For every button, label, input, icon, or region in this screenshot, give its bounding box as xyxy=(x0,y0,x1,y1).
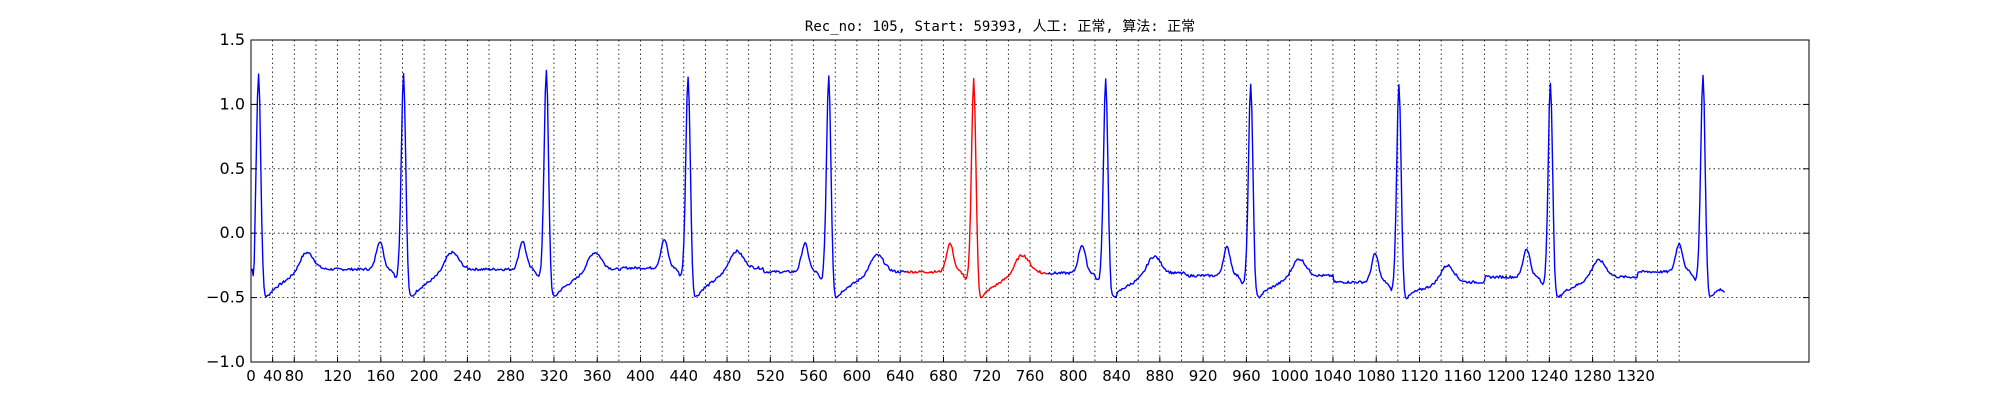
x-tick-label: 800 xyxy=(1059,367,1088,385)
x-tick-label: 600 xyxy=(843,367,872,385)
x-tick-label: 320 xyxy=(540,367,569,385)
x-tick-label: 1320 xyxy=(1617,367,1655,385)
x-tick-label: 960 xyxy=(1232,367,1261,385)
x-tick-label: 680 xyxy=(929,367,958,385)
y-axis-ticks: 1.5 1.0 0.5 0.0 −0.5 −1.0 xyxy=(206,30,1809,371)
y-tick-label: 1.5 xyxy=(220,30,245,49)
x-tick-label: 160 xyxy=(367,367,396,385)
x-tick-label: 1240 xyxy=(1530,367,1568,385)
x-tick-label: 520 xyxy=(756,367,785,385)
y-tick-label: −0.5 xyxy=(206,288,245,307)
y-tick-label: 0.5 xyxy=(220,159,245,178)
x-tick-label: 720 xyxy=(972,367,1001,385)
x-tick-label: 1120 xyxy=(1400,367,1438,385)
grid-lines xyxy=(250,39,1809,363)
ecg-series-normal xyxy=(1047,74,1726,300)
x-tick-label: 1280 xyxy=(1574,367,1612,385)
ecg-traces xyxy=(251,69,1726,300)
x-tick-label: 920 xyxy=(1189,367,1218,385)
y-tick-label: 1.0 xyxy=(220,94,245,113)
x-tick-label: 480 xyxy=(713,367,742,385)
x-axis-ticks: 0 40 80 120 160 200 240 280 320 360 400 440 480 520 56… xyxy=(246,357,1655,385)
plot-area-frame xyxy=(250,39,1810,363)
x-tick-label: 40 xyxy=(263,367,282,385)
x-tick-label: 880 xyxy=(1146,367,1175,385)
x-tick-label: 640 xyxy=(886,367,915,385)
x-tick-label: 1080 xyxy=(1357,367,1395,385)
x-tick-label: 360 xyxy=(583,367,612,385)
x-tick-label: 840 xyxy=(1102,367,1131,385)
y-tick-label: −1.0 xyxy=(206,352,245,371)
x-tick-label: 1000 xyxy=(1271,367,1309,385)
x-tick-label: 440 xyxy=(669,367,698,385)
x-tick-label: 120 xyxy=(323,367,352,385)
x-tick-label: 240 xyxy=(453,367,482,385)
y-tick-label: 0.0 xyxy=(220,223,245,242)
ecg-series-normal xyxy=(251,69,907,299)
x-tick-label: 1040 xyxy=(1314,367,1352,385)
x-tick-label: 1160 xyxy=(1444,367,1482,385)
x-tick-label: 0 xyxy=(246,367,256,385)
ecg-series-highlighted-beat xyxy=(906,77,1048,299)
x-tick-label: 760 xyxy=(1016,367,1045,385)
x-tick-label: 400 xyxy=(626,367,655,385)
x-tick-label: 560 xyxy=(799,367,828,385)
x-tick-label: 80 xyxy=(285,367,304,385)
x-tick-label: 1200 xyxy=(1487,367,1525,385)
chart-title: Rec_no: 105, Start: 59393, 人工: 正常, 算法: 正… xyxy=(805,19,1195,35)
x-tick-label: 200 xyxy=(410,367,439,385)
x-tick-label: 280 xyxy=(496,367,525,385)
